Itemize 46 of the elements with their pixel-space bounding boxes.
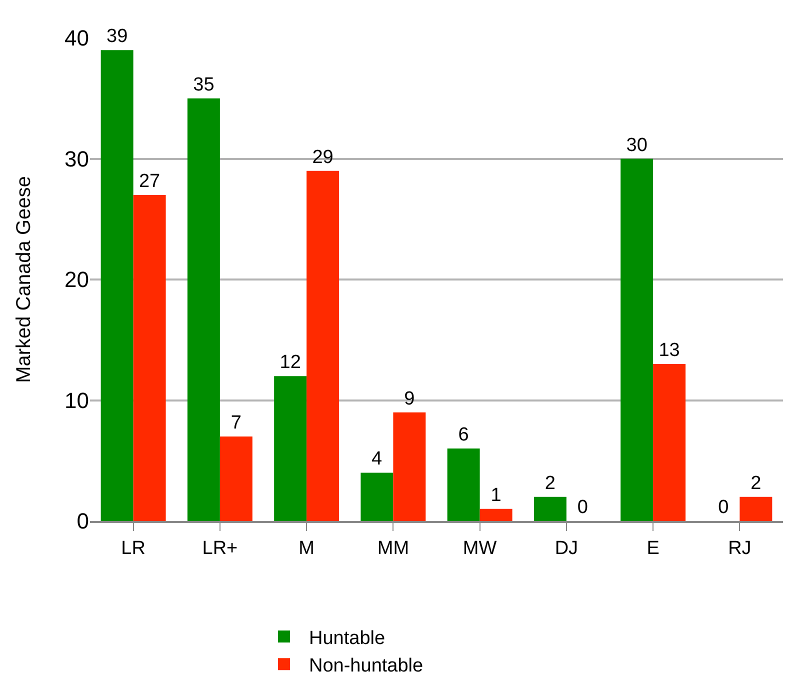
bar: [480, 508, 512, 521]
x-tick-label: MM: [377, 538, 410, 559]
y-tick-label: 20: [64, 267, 89, 292]
bar: [360, 472, 394, 521]
data-label: 27: [138, 170, 160, 192]
bar: [187, 98, 220, 521]
x-tick-label: DJ: [554, 538, 578, 559]
legend-label: Non-huntable: [309, 656, 424, 677]
data-label: 12: [280, 352, 301, 374]
legend-label: Huntable: [309, 628, 386, 649]
x-tick-label: E: [646, 538, 660, 559]
bar: [220, 436, 252, 521]
data-label: 7: [230, 412, 242, 434]
x-tick-label: MW: [462, 538, 497, 559]
y-tick-label: 30: [64, 146, 89, 172]
bar: [100, 50, 134, 521]
bar: [306, 170, 340, 521]
bar: [274, 376, 307, 521]
data-label: 1: [490, 484, 502, 506]
data-label: 30: [626, 134, 648, 156]
data-label: 2: [750, 472, 762, 494]
data-label: 4: [371, 448, 382, 470]
bar: [393, 412, 426, 521]
bar: [447, 448, 480, 521]
y-tick-label: 0: [76, 508, 89, 534]
data-label: 9: [404, 388, 415, 410]
data-label: 39: [106, 26, 128, 48]
y-tick-label: 40: [64, 26, 89, 51]
bar: [133, 194, 166, 521]
bar: [740, 496, 772, 521]
data-label: 13: [658, 340, 680, 362]
data-label: 0: [718, 497, 729, 518]
data-label: 2: [544, 472, 556, 494]
y-tick-label: 10: [64, 388, 89, 413]
data-label: 6: [458, 424, 469, 446]
x-tick-label: LR+: [202, 538, 238, 559]
y-axis-title: Marked Canada Geese: [13, 176, 36, 383]
x-tick-label: M: [298, 538, 314, 559]
bar: [620, 158, 654, 521]
data-label: 0: [577, 497, 588, 518]
x-tick-label: RJ: [728, 538, 752, 559]
x-tick-label: LR: [121, 538, 146, 559]
data-label: 35: [193, 74, 214, 96]
data-label: 29: [312, 146, 334, 168]
bar: [653, 364, 686, 521]
bar: [534, 496, 566, 521]
